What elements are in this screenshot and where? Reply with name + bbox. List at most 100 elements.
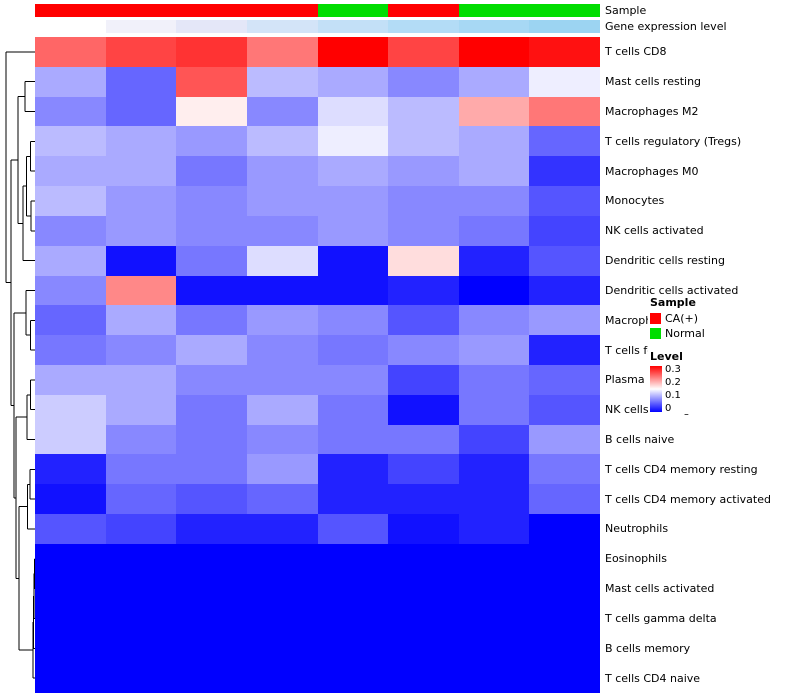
heatmap-cell	[176, 245, 247, 276]
row-label: T cells CD4 memory resting	[605, 462, 758, 476]
sample-annotation-cell	[176, 4, 247, 17]
heatmap-cell	[458, 484, 530, 515]
heatmap-cell	[246, 66, 318, 97]
row-label: Macrophages M0	[605, 164, 699, 178]
row-label: Monocytes	[605, 194, 665, 208]
row-label: B cells memory	[605, 641, 691, 655]
level-colorbar: 0.3 0.2 0.1 0	[650, 364, 798, 414]
heatmap-cell	[176, 394, 247, 425]
heatmap-cell	[246, 633, 318, 664]
sample-annotation-cell	[105, 4, 177, 17]
heatmap-cell	[529, 305, 600, 336]
heatmap-cell	[529, 394, 600, 425]
heatmap-cell	[35, 96, 106, 127]
level-gradient-bar	[650, 366, 662, 412]
level-tick: 0.1	[665, 390, 681, 401]
heatmap-cell	[388, 335, 459, 365]
row-label: T cells regulatory (Tregs)	[605, 134, 742, 148]
heatmap-cell	[388, 424, 459, 455]
heatmap-cell	[105, 663, 177, 693]
heatmap-cell	[246, 543, 318, 574]
heatmap-cell	[529, 514, 600, 544]
heatmap-cell	[388, 633, 459, 664]
heatmap-cell	[176, 484, 247, 515]
heatmap-cell	[246, 573, 318, 604]
heatmap-cell	[35, 66, 106, 97]
heatmap-cell	[35, 633, 106, 664]
heatmap-cell	[529, 66, 600, 97]
gene-expression-annotation-cell	[388, 20, 459, 33]
heatmap-cell	[176, 275, 247, 306]
heatmap-cell	[458, 633, 530, 664]
heatmap-cell	[105, 424, 177, 455]
heatmap-cell	[529, 37, 600, 67]
heatmap-cell	[388, 156, 459, 187]
heatmap-cell	[35, 245, 106, 276]
heatmap-cell	[388, 66, 459, 97]
heatmap-cell	[35, 126, 106, 157]
heatmap-cell	[388, 215, 459, 246]
heatmap-cell	[176, 66, 247, 97]
sample-annotation-cell	[246, 4, 318, 17]
heatmap-cell	[35, 663, 106, 693]
heatmap-cell	[35, 186, 106, 216]
heatmap-cell	[35, 514, 106, 544]
heatmap-cell	[317, 37, 389, 67]
heatmap-cell	[388, 186, 459, 216]
heatmap-cell	[458, 603, 530, 634]
heatmap-cell	[35, 543, 106, 574]
heatmap-cell	[105, 543, 177, 574]
heatmap-cell	[458, 454, 530, 485]
heatmap-cell	[388, 394, 459, 425]
heatmap-cell	[529, 454, 600, 485]
heatmap-cell	[246, 215, 318, 246]
heatmap-cell	[317, 424, 389, 455]
heatmap-cell	[458, 66, 530, 97]
heatmap-cell	[105, 454, 177, 485]
heatmap-cell	[246, 603, 318, 634]
heatmap-cell	[529, 126, 600, 157]
heatmap-cell	[458, 186, 530, 216]
heatmap-cell	[176, 37, 247, 67]
heatmap-cell	[176, 126, 247, 157]
heatmap-cell	[317, 186, 389, 216]
heatmap-cell	[529, 603, 600, 634]
sample-annotation-cell	[35, 4, 106, 17]
heatmap-cell	[35, 365, 106, 395]
heatmap-cell	[105, 37, 177, 67]
heatmap-cell	[35, 156, 106, 187]
heatmap-cell	[388, 514, 459, 544]
heatmap-cell	[246, 96, 318, 127]
heatmap-cell	[529, 215, 600, 246]
heatmap-cell	[35, 424, 106, 455]
heatmap-cell	[317, 603, 389, 634]
gene-expression-annotation-cell	[35, 20, 106, 33]
heatmap-cell	[35, 305, 106, 336]
heatmap-cell	[176, 186, 247, 216]
heatmap-cell	[529, 96, 600, 127]
heatmap-cell	[529, 543, 600, 574]
sample-annotation-label: Sample	[605, 4, 647, 17]
ca-label: CA(+)	[665, 312, 699, 325]
heatmap-cell	[317, 573, 389, 604]
heatmap-cell	[388, 37, 459, 67]
heatmap-cell	[458, 543, 530, 574]
sample-annotation-cell	[529, 4, 600, 17]
heatmap-cell	[317, 245, 389, 276]
heatmap-cell	[317, 663, 389, 693]
heatmap-cell	[176, 305, 247, 336]
heatmap-cell	[105, 573, 177, 604]
heatmap-cell	[317, 543, 389, 574]
heatmap-cell	[388, 603, 459, 634]
sample-annotation-cell	[458, 4, 530, 17]
row-label: T cells CD4 memory activated	[605, 492, 771, 506]
heatmap-cell	[176, 215, 247, 246]
heatmap-cell	[388, 573, 459, 604]
heatmap-cell	[105, 186, 177, 216]
heatmap-cell	[317, 365, 389, 395]
legend: Sample CA(+) Normal Level 0.3 0.2 0.1 0	[648, 296, 798, 414]
row-dendrogram	[5, 51, 35, 679]
heatmap-cell	[246, 663, 318, 693]
heatmap-cell	[176, 96, 247, 127]
